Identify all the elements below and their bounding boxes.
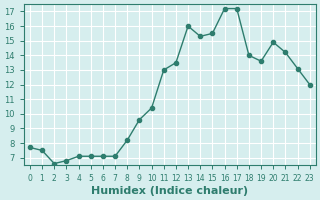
X-axis label: Humidex (Indice chaleur): Humidex (Indice chaleur) (91, 186, 248, 196)
